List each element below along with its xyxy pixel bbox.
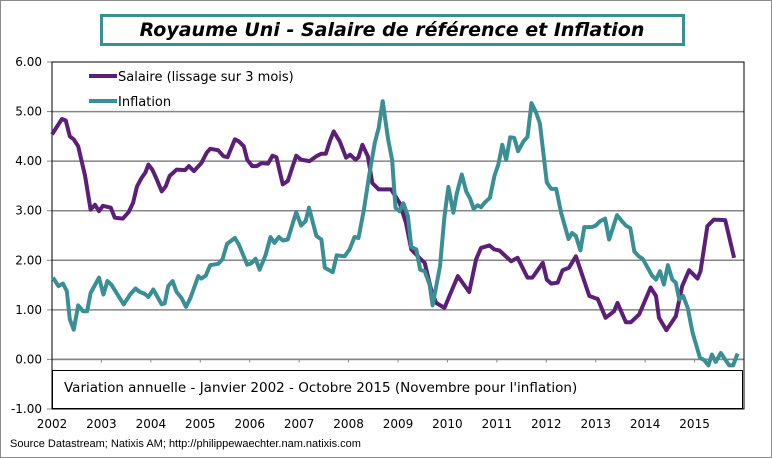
x-tick-label: 2003 — [86, 417, 117, 431]
x-tick-label: 2013 — [580, 417, 611, 431]
x-tick-label: 2014 — [630, 417, 661, 431]
series-lines — [50, 99, 740, 368]
x-tick-label: 2011 — [482, 417, 513, 431]
x-axis: 2002 2003 2004 2005 2006 2007 2008 2009 2010 2011… — [37, 358, 744, 431]
source-note: Source Datastream; Natixis AM; http://ph… — [10, 438, 361, 450]
chart-annotation: Variation annuelle - Janvier 2002 - Octo… — [64, 380, 577, 396]
x-tick-label: 2004 — [136, 417, 167, 431]
x-tick-label: 2006 — [234, 417, 265, 431]
y-tick-label: 6.00 — [15, 55, 42, 69]
x-tick-label: 2002 — [37, 417, 68, 431]
y-tick-label: 3.00 — [15, 204, 42, 218]
series-line-salaire — [50, 117, 737, 333]
y-tick-label: 1.00 — [15, 303, 42, 317]
y-tick-label: 0.00 — [15, 352, 42, 366]
y-tick-label: 2.00 — [15, 253, 42, 267]
x-tick-label: 2010 — [432, 417, 463, 431]
series-line-inflation — [51, 99, 740, 368]
x-tick-label: 2008 — [333, 417, 364, 431]
x-tick-label: 2005 — [185, 417, 216, 431]
legend: Salaire (lissage sur 3 mois) Inflation — [89, 70, 294, 110]
chart-title: Royaume Uni - Salaire de référence et In… — [140, 19, 645, 41]
x-tick-label: 2015 — [679, 417, 710, 431]
annotation-box — [52, 370, 743, 409]
y-tick-label: -1.00 — [11, 402, 42, 416]
y-axis: 6.00 5.00 4.00 3.00 2.00 1.00 0.00 -1.00 — [11, 55, 52, 416]
x-tick-label: 2009 — [383, 417, 414, 431]
x-tick-label: 2012 — [531, 417, 562, 431]
y-tick-label: 4.00 — [15, 154, 42, 168]
legend-label-inflation: Inflation — [118, 95, 171, 110]
legend-label-salaire: Salaire (lissage sur 3 mois) — [118, 70, 294, 85]
x-tick-label: 2007 — [284, 417, 315, 431]
title-box — [100, 14, 685, 46]
y-tick-label: 5.00 — [15, 105, 42, 119]
